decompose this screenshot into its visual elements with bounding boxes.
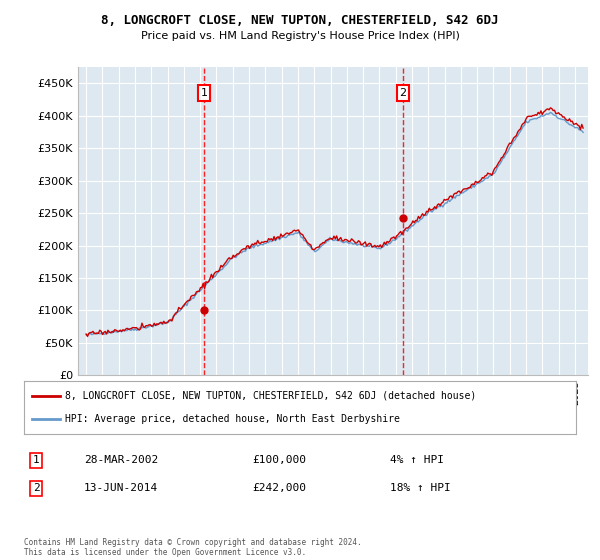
Text: Price paid vs. HM Land Registry's House Price Index (HPI): Price paid vs. HM Land Registry's House …: [140, 31, 460, 41]
Text: 13-JUN-2014: 13-JUN-2014: [84, 483, 158, 493]
Text: £100,000: £100,000: [252, 455, 306, 465]
Text: 28-MAR-2002: 28-MAR-2002: [84, 455, 158, 465]
Text: 1: 1: [200, 88, 208, 98]
Text: 1: 1: [32, 455, 40, 465]
Text: 18% ↑ HPI: 18% ↑ HPI: [390, 483, 451, 493]
Text: 8, LONGCROFT CLOSE, NEW TUPTON, CHESTERFIELD, S42 6DJ: 8, LONGCROFT CLOSE, NEW TUPTON, CHESTERF…: [101, 14, 499, 27]
Text: 8, LONGCROFT CLOSE, NEW TUPTON, CHESTERFIELD, S42 6DJ (detached house): 8, LONGCROFT CLOSE, NEW TUPTON, CHESTERF…: [65, 391, 476, 401]
Text: HPI: Average price, detached house, North East Derbyshire: HPI: Average price, detached house, Nort…: [65, 414, 400, 424]
Text: Contains HM Land Registry data © Crown copyright and database right 2024.
This d: Contains HM Land Registry data © Crown c…: [24, 538, 362, 557]
Text: 2: 2: [400, 88, 407, 98]
Text: 4% ↑ HPI: 4% ↑ HPI: [390, 455, 444, 465]
Text: £242,000: £242,000: [252, 483, 306, 493]
Text: 2: 2: [32, 483, 40, 493]
